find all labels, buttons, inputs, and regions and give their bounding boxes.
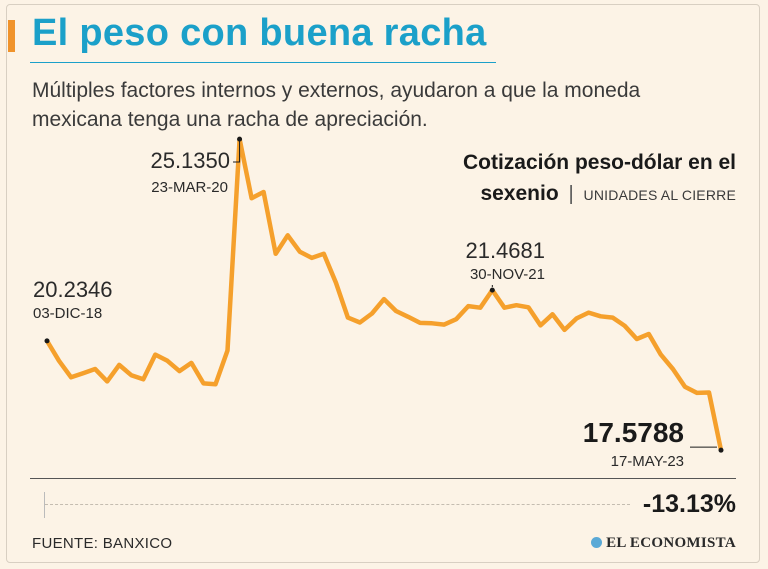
annotation-leader [233,137,241,163]
chart-title-line2: sexenio [480,182,559,205]
brand-logo: EL ECONOMISTA [591,535,736,552]
annotation-dot [718,447,724,453]
change-value: -13.13% [642,490,736,518]
last-value-label: 17.5788 [583,417,684,448]
date-label: 30-NOV-21 [470,266,545,283]
brand-globe-icon [591,537,603,548]
chart-marks: 20.2346 03-DIC-18 25.1350 23-MAR-20 21.4681 3… [33,136,724,470]
annotation-dot [44,338,50,344]
chart-title-line1: Cotización peso-dólar en el [462,151,736,174]
range-dash [45,504,630,505]
value-label: 25.1350 [150,148,230,173]
value-label: 20.2346 [33,277,113,302]
annotation-dot [489,287,495,293]
chart-title-separator: | [568,183,574,205]
chart-divider [30,478,736,479]
series-line [44,136,724,453]
date-label: 23-MAR-20 [151,179,228,196]
chart-title: Cotización peso-dólar en el sexenio | UN… [316,147,736,211]
source-label: FUENTE: BANXICO [32,535,173,552]
change-range-bar [44,492,630,518]
card-frame [6,4,760,563]
chart-unit-label: UNIDADES AL CIERRE [583,187,736,203]
date-label: 17-MAY-23 [611,453,684,470]
value-label: 21.4681 [465,238,545,263]
title-accent-bar [8,20,15,52]
date-label: 03-DIC-18 [33,305,102,322]
page-title: El peso con buena racha [32,12,487,54]
title-underline [30,62,496,63]
subtitle: Múltiples factores internos y externos, … [32,79,641,131]
brand-name: EL ECONOMISTA [606,535,736,551]
